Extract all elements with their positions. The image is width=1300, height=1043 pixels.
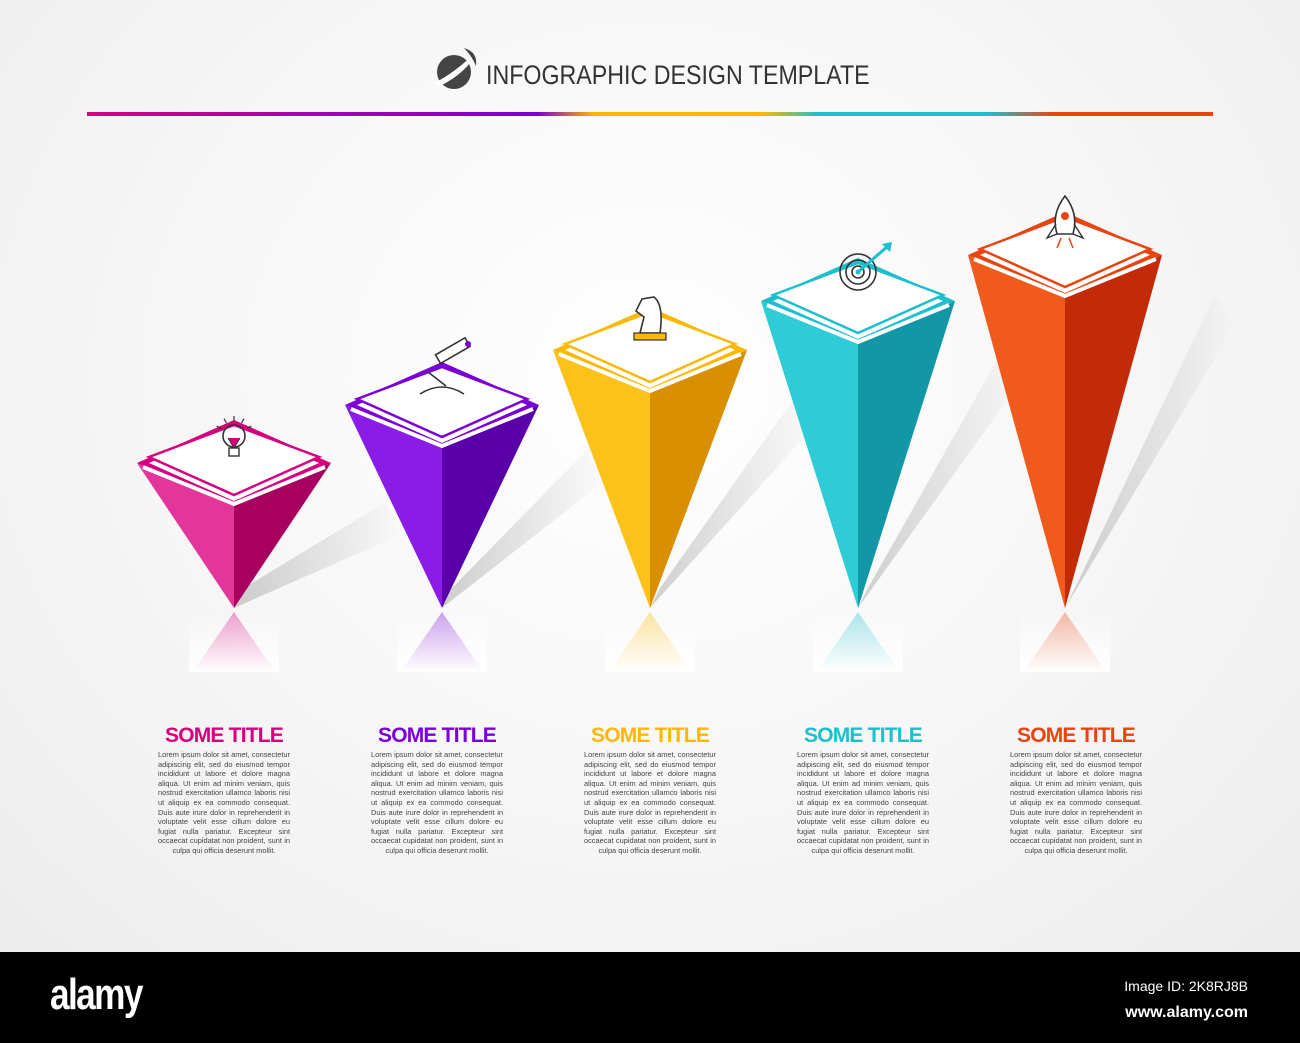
target-arrow-icon bbox=[839, 242, 892, 291]
pyramid-right-face bbox=[1065, 255, 1162, 608]
lightbulb-icon bbox=[216, 416, 252, 457]
step-text-block: SOME TITLE Lorem ipsum dolor sit amet, co… bbox=[158, 724, 290, 856]
pyramid-left-face bbox=[761, 301, 858, 608]
step-text-block: SOME TITLE Lorem ipsum dolor sit amet, co… bbox=[371, 724, 503, 856]
pyramid-right-face bbox=[234, 463, 331, 608]
step-body: Lorem ipsum dolor sit amet, consectetur … bbox=[371, 750, 503, 855]
footer-url: www.alamy.com bbox=[1125, 1004, 1248, 1021]
pyramid-shadow bbox=[858, 341, 1028, 608]
pyramid-right-face bbox=[858, 301, 955, 608]
step-text-block: SOME TITLE Lorem ipsum dolor sit amet, co… bbox=[1010, 724, 1142, 856]
step-text-block: SOME TITLE Lorem ipsum dolor sit amet, co… bbox=[584, 724, 716, 856]
pyramid-step-1 bbox=[137, 416, 404, 672]
pyramid-step-4 bbox=[761, 242, 1028, 672]
step-title: SOME TITLE bbox=[803, 724, 923, 747]
color-divider bbox=[87, 112, 1213, 116]
pyramid-step-2 bbox=[345, 336, 612, 672]
pyramid-step-3 bbox=[553, 296, 820, 672]
step-title: SOME TITLE bbox=[377, 724, 497, 747]
pyramid-right-face bbox=[650, 350, 747, 608]
pyramid-shadow bbox=[442, 445, 612, 608]
page-title: INFOGRAPHIC DESIGN TEMPLATE bbox=[486, 60, 870, 90]
step-text-block: SOME TITLE Lorem ipsum dolor sit amet, co… bbox=[797, 724, 929, 856]
step-body: Lorem ipsum dolor sit amet, consectetur … bbox=[797, 750, 929, 855]
step-body: Lorem ipsum dolor sit amet, consectetur … bbox=[158, 750, 290, 855]
step-title: SOME TITLE bbox=[590, 724, 710, 747]
moon-swoosh-logo-icon bbox=[432, 48, 478, 89]
pyramid-step-5 bbox=[968, 194, 1235, 672]
pyramid-shadow bbox=[1065, 295, 1235, 608]
pyramid-shadow bbox=[234, 503, 404, 608]
pyramid-right-face bbox=[442, 405, 539, 608]
infographic-canvas: INFOGRAPHIC DESIGN TEMPLATE SOME TITLE Lo… bbox=[0, 0, 1300, 952]
step-title: SOME TITLE bbox=[164, 724, 284, 747]
step-body: Lorem ipsum dolor sit amet, consectetur … bbox=[584, 750, 716, 855]
chess-knight-icon bbox=[633, 296, 667, 341]
pyramid-shadow bbox=[650, 390, 820, 608]
pyramid-left-face bbox=[553, 350, 650, 608]
pyramid-left-face bbox=[137, 463, 234, 608]
rocket-icon bbox=[1045, 194, 1085, 249]
pyramid-left-face bbox=[345, 405, 442, 608]
image-id: Image ID: 2K8RJ8B bbox=[1124, 978, 1248, 994]
step-title: SOME TITLE bbox=[1016, 724, 1136, 747]
footer-logo: alamy bbox=[50, 970, 143, 1019]
pyramid-left-face bbox=[968, 255, 1065, 608]
pyramid-steps bbox=[137, 194, 1235, 672]
step-body: Lorem ipsum dolor sit amet, consectetur … bbox=[1010, 750, 1142, 855]
footer-bar: alamy Image ID: 2K8RJ8B www.alamy.com bbox=[0, 952, 1300, 1043]
microscope-icon bbox=[419, 336, 472, 395]
